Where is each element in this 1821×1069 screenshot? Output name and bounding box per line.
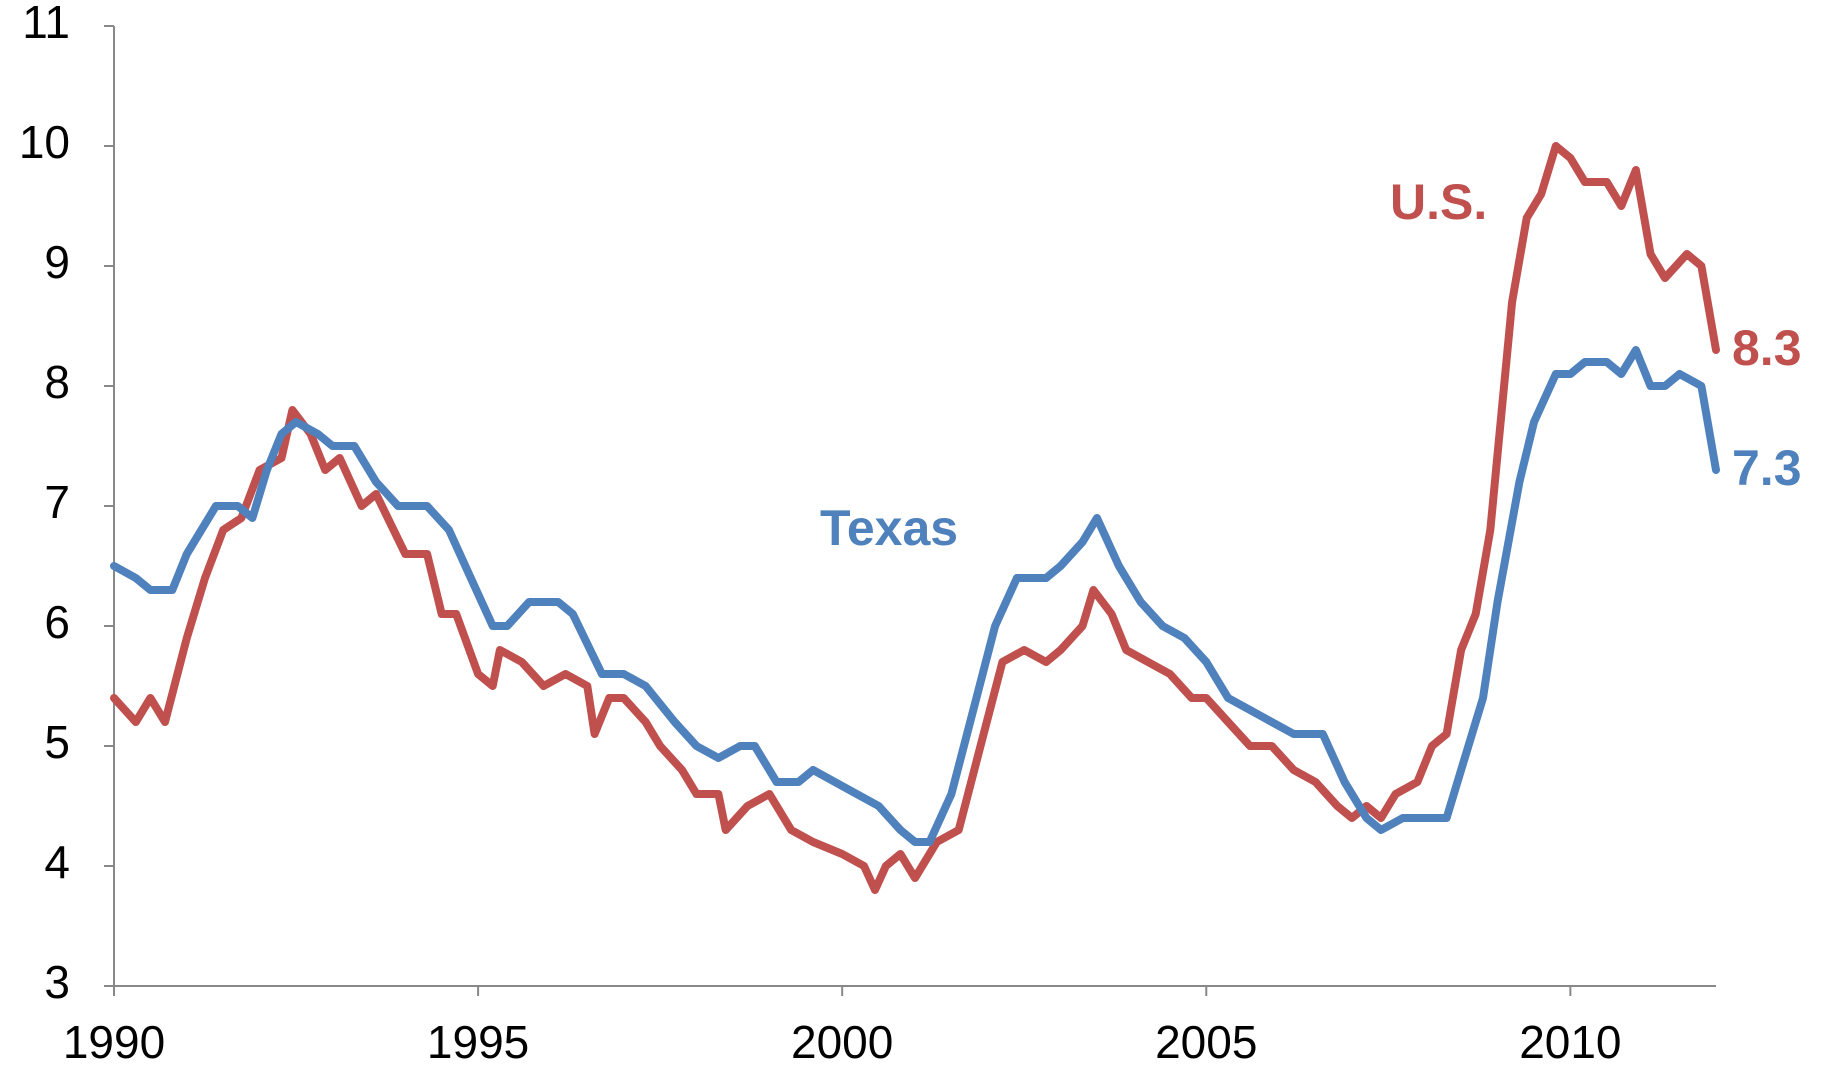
x-tick-label: 1990: [63, 1016, 165, 1068]
end-value-label: 8.3: [1732, 320, 1802, 376]
y-tick-label: 10: [19, 116, 70, 168]
y-tick-label: 8: [44, 356, 70, 408]
y-tick-label: 11: [22, 0, 70, 48]
series-line: [110, 142, 1720, 894]
series-annotation: U.S.: [1390, 174, 1487, 230]
x-tick-label: 2005: [1155, 1016, 1257, 1068]
y-tick-label: 4: [44, 836, 70, 888]
y-tick-label: 9: [44, 236, 70, 288]
end-value-label: 7.3: [1732, 440, 1802, 496]
x-tick-label: 2010: [1519, 1016, 1621, 1068]
y-tick-label: 5: [44, 716, 70, 768]
series-line: [110, 346, 1720, 846]
series-annotation: Texas: [820, 500, 958, 556]
y-tick-label: 6: [44, 596, 70, 648]
x-tick-label: 1995: [427, 1016, 529, 1068]
y-tick-label: 3: [44, 956, 70, 1008]
x-tick-label: 2000: [791, 1016, 893, 1068]
y-tick-label: 7: [44, 476, 70, 528]
